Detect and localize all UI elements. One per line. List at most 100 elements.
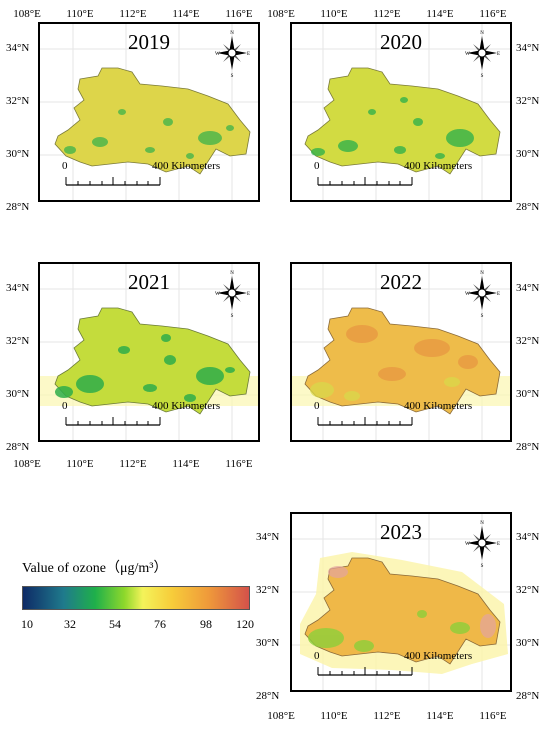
legend-tick-label: 54	[109, 617, 121, 631]
lat-label: 28°N	[6, 441, 30, 453]
scale-end-label: 400 Kilometers	[404, 650, 473, 662]
compass-e-label: E	[247, 52, 250, 57]
compass-s-label: S	[481, 564, 484, 568]
lon-label: 116°E	[225, 8, 253, 20]
lon-label: 112°E	[119, 8, 147, 20]
scale-bar-ruler	[317, 667, 413, 676]
compass-n-label: N	[480, 521, 484, 526]
compass-w-label: W	[215, 52, 220, 57]
legend-tick-label: 76	[154, 617, 166, 631]
compass-s-label: S	[481, 314, 484, 318]
ozone-map-2019	[40, 24, 258, 200]
map-panel-2019: 2019 N S W E 0 400 Kilometers	[38, 22, 260, 202]
lon-label: 114°E	[172, 8, 200, 20]
scale-start-label: 0	[314, 400, 320, 412]
scale-bar-ruler	[65, 417, 161, 426]
lat-label: 34°N	[516, 42, 540, 54]
north-arrow-icon: N S W E	[465, 31, 500, 78]
lat-label: 30°N	[516, 388, 540, 400]
lat-label: 32°N	[256, 584, 280, 596]
scale-bar: 0 400 Kilometers	[312, 160, 492, 190]
lat-label: 34°N	[516, 531, 540, 543]
lat-label: 34°N	[6, 42, 30, 54]
lat-label: 28°N	[516, 201, 540, 213]
scale-bar-ruler	[317, 417, 413, 426]
lat-label: 32°N	[516, 584, 540, 596]
north-arrow-icon: N S W E	[215, 271, 250, 318]
lon-label: 110°E	[320, 8, 348, 20]
lon-label: 112°E	[373, 8, 401, 20]
lat-label: 30°N	[6, 388, 30, 400]
lon-label: 114°E	[426, 710, 454, 722]
map-panel-2021: 2021 N S W E 0 400 Kilometers	[38, 262, 260, 442]
map-year-label: 2021	[128, 270, 170, 294]
lat-label: 34°N	[6, 282, 30, 294]
lat-label: 32°N	[6, 95, 30, 107]
compass-n-label: N	[480, 271, 484, 276]
scale-bar-ruler	[317, 177, 413, 186]
map-panel-2022: 2022 N S W E 0 400 Kilometers	[290, 262, 512, 442]
scale-end-label: 400 Kilometers	[404, 400, 473, 412]
compass-s-label: S	[231, 314, 234, 318]
map-year-label: 2022	[380, 270, 422, 294]
lon-label: 108°E	[13, 458, 41, 470]
compass-w-label: W	[465, 292, 470, 297]
scale-end-label: 400 Kilometers	[152, 160, 221, 172]
lat-label: 30°N	[256, 637, 280, 649]
lat-label: 34°N	[256, 531, 280, 543]
lon-label: 112°E	[119, 458, 147, 470]
lon-label: 116°E	[479, 710, 507, 722]
scale-start-label: 0	[62, 400, 68, 412]
scale-bar: 0 400 Kilometers	[60, 160, 240, 190]
lat-label: 28°N	[6, 201, 30, 213]
map-panel-2020: 2020 N S W E 0 400 Kilometers	[290, 22, 512, 202]
scale-start-label: 0	[62, 160, 68, 172]
lon-label: 114°E	[172, 458, 200, 470]
lat-label: 30°N	[516, 637, 540, 649]
lon-label: 116°E	[225, 458, 253, 470]
compass-s-label: S	[231, 74, 234, 78]
ozone-map-2021	[40, 264, 258, 440]
ozone-map-2023	[292, 514, 510, 690]
lon-label: 110°E	[66, 458, 94, 470]
lat-label: 30°N	[6, 148, 30, 160]
scale-bar: 0 400 Kilometers	[60, 400, 240, 430]
lon-label: 116°E	[479, 8, 507, 20]
lat-label: 32°N	[516, 335, 540, 347]
scale-bar: 0 400 Kilometers	[312, 650, 492, 680]
north-arrow-icon: N S W E	[215, 31, 250, 78]
map-year-label: 2023	[380, 520, 422, 544]
scale-end-label: 400 Kilometers	[404, 160, 473, 172]
lat-label: 28°N	[256, 690, 280, 702]
lat-label: 34°N	[516, 282, 540, 294]
map-panel-2023: 2023 N S W E 0 400 Kilometers	[290, 512, 512, 692]
legend-color-bar	[22, 586, 250, 610]
lon-label: 108°E	[267, 710, 295, 722]
lon-label: 108°E	[267, 8, 295, 20]
legend-tick-label: 32	[64, 617, 76, 631]
legend-tick-label: 120	[236, 617, 254, 631]
ozone-map-2022	[292, 264, 510, 440]
compass-w-label: W	[465, 52, 470, 57]
map-year-label: 2020	[380, 30, 422, 54]
scale-start-label: 0	[314, 650, 320, 662]
lon-label: 110°E	[66, 8, 94, 20]
compass-n-label: N	[230, 31, 234, 36]
compass-n-label: N	[480, 31, 484, 36]
lat-label: 32°N	[516, 95, 540, 107]
compass-w-label: W	[465, 542, 470, 547]
lon-label: 114°E	[426, 8, 454, 20]
compass-e-label: E	[497, 292, 500, 297]
compass-e-label: E	[497, 542, 500, 547]
lat-label: 28°N	[516, 441, 540, 453]
lon-label: 110°E	[320, 710, 348, 722]
lat-label: 30°N	[516, 148, 540, 160]
legend-tick-label: 98	[200, 617, 212, 631]
legend-title: Value of ozone（μg/m³）	[22, 561, 168, 576]
scale-bar-ruler	[65, 177, 161, 186]
scale-start-label: 0	[314, 160, 320, 172]
compass-s-label: S	[481, 74, 484, 78]
compass-w-label: W	[215, 292, 220, 297]
scale-end-label: 400 Kilometers	[152, 400, 221, 412]
lon-label: 108°E	[13, 8, 41, 20]
